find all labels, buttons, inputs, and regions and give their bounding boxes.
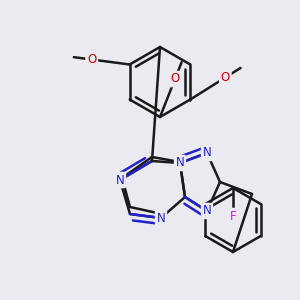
Text: N: N [202, 146, 211, 160]
Text: N: N [116, 173, 124, 187]
Text: O: O [221, 71, 230, 84]
Text: N: N [157, 212, 165, 224]
Text: F: F [230, 209, 236, 223]
Text: N: N [176, 157, 184, 169]
Text: N: N [202, 205, 211, 218]
Text: O: O [170, 73, 180, 85]
Text: O: O [87, 53, 96, 66]
